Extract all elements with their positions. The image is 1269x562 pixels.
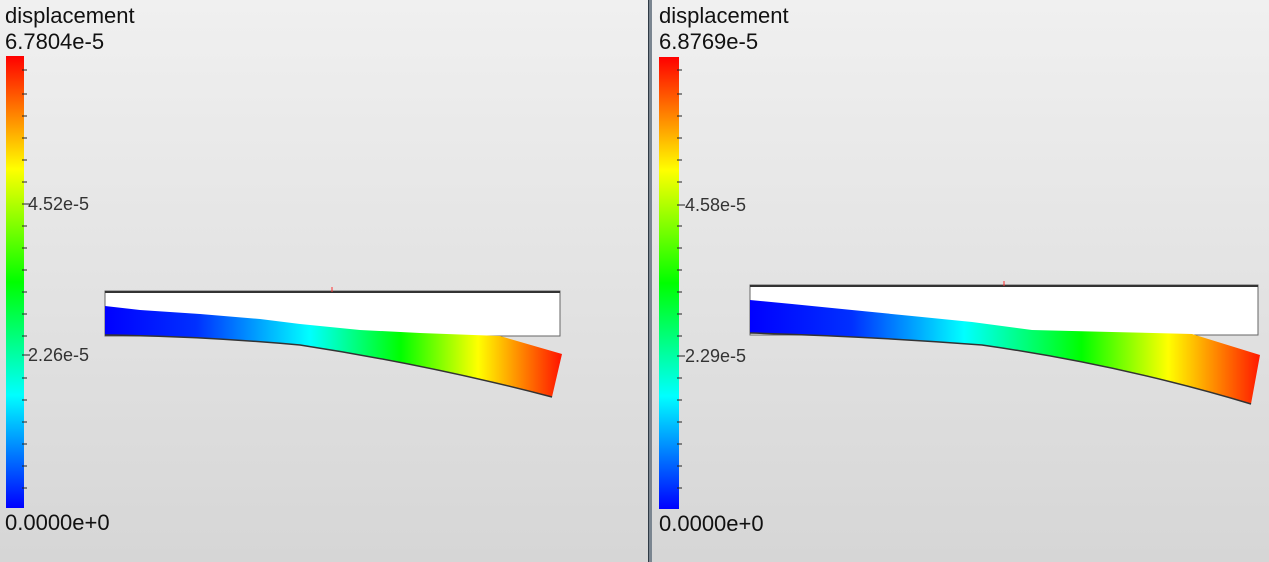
left-viewport[interactable]: displacement 6.7804e-5 4.52e-5 2.26e-5 0… xyxy=(0,0,648,562)
colorbar xyxy=(659,57,679,509)
left-scene[interactable] xyxy=(0,0,648,562)
legend-max-value: 6.7804e-5 xyxy=(5,29,105,54)
legend-title: displacement xyxy=(5,3,135,28)
legend-max-value: 6.8769e-5 xyxy=(659,29,759,54)
colorbar-ticks xyxy=(677,69,685,489)
colorbar-ticks xyxy=(22,69,30,489)
legend-tick-lower: 2.29e-5 xyxy=(685,346,747,366)
legend-tick-lower: 2.26e-5 xyxy=(28,345,90,365)
legend-tick-upper: 4.52e-5 xyxy=(28,194,90,214)
legend-tick-upper: 4.58e-5 xyxy=(685,195,747,215)
deformed-beam xyxy=(750,300,1260,404)
right-scene[interactable] xyxy=(652,0,1269,562)
colorbar xyxy=(6,56,24,508)
right-viewport[interactable]: displacement 6.8769e-5 4.58e-5 2.29e-5 0… xyxy=(652,0,1269,562)
legend-min-value: 0.0000e+0 xyxy=(659,511,764,536)
legend-title: displacement xyxy=(659,3,789,28)
viewport-divider[interactable] xyxy=(648,0,652,562)
legend-min-value: 0.0000e+0 xyxy=(5,510,110,535)
deformed-beam xyxy=(105,306,562,397)
